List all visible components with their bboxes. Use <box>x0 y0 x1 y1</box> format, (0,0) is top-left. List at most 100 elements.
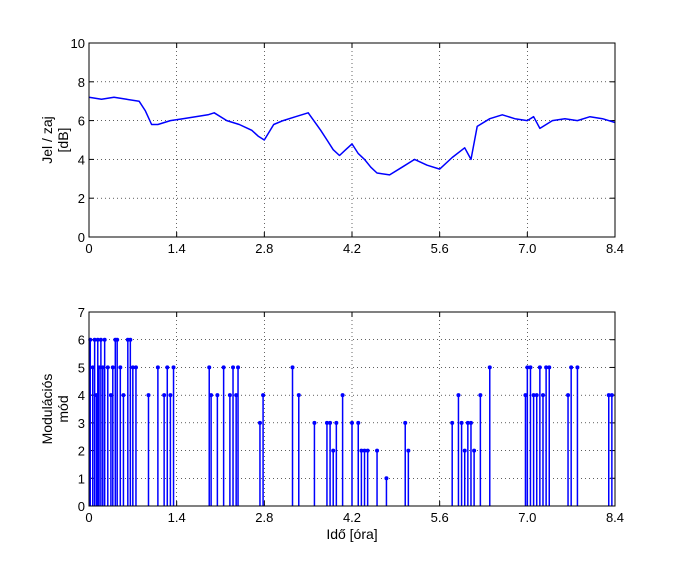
stem-marker <box>334 420 339 425</box>
stem-marker <box>606 393 611 398</box>
x-tick-label: 4.2 <box>343 510 361 525</box>
x-tick-label: 0 <box>85 241 92 256</box>
x-tick-label: 8.4 <box>606 510 624 525</box>
stem-marker <box>146 393 151 398</box>
x-tick-label: 1.4 <box>168 510 186 525</box>
stem-marker <box>227 393 232 398</box>
stem-marker <box>102 337 107 342</box>
x-axis-label: Idő [óra] <box>326 526 377 542</box>
stem-marker <box>257 420 262 425</box>
stem-marker <box>171 365 176 370</box>
stem-marker <box>575 365 580 370</box>
stem-marker <box>95 337 100 342</box>
y-tick-label: 0 <box>78 230 85 245</box>
stem-marker <box>312 420 317 425</box>
x-tick-label: 7.0 <box>518 510 536 525</box>
stem-marker <box>121 393 126 398</box>
plot-frame <box>88 42 616 238</box>
stem-marker <box>296 393 301 398</box>
stem-marker <box>569 365 574 370</box>
x-tick-label: 5.6 <box>431 241 449 256</box>
stem-marker <box>130 365 135 370</box>
stem-marker <box>384 476 389 481</box>
y-tick-label: 0 <box>78 499 85 514</box>
stem-marker <box>340 393 345 398</box>
y-tick-label: 5 <box>78 360 85 375</box>
y-tick-label: 2 <box>78 444 85 459</box>
stem-marker <box>609 393 614 398</box>
y-tick-label: 1 <box>78 471 85 486</box>
x-tick-label: 4.2 <box>343 241 361 256</box>
stem-marker <box>540 393 545 398</box>
stem-marker <box>528 365 533 370</box>
stem-marker <box>356 420 361 425</box>
stem-marker <box>525 365 530 370</box>
modulation-panel: 0 1.4 2.8 4.2 5.6 7.0 8.4 0 1 2 3 4 5 6 7 Modulációs mód… <box>39 305 624 542</box>
stem-marker <box>90 365 95 370</box>
stem-marker <box>128 337 133 342</box>
y-tick-label: 4 <box>78 152 85 167</box>
stem-marker <box>290 365 295 370</box>
stem-marker <box>544 365 549 370</box>
stem-marker <box>359 448 364 453</box>
x-tick-label: 7.0 <box>518 241 536 256</box>
snr-line <box>88 96 616 176</box>
stem-marker <box>207 365 212 370</box>
stem-marker <box>462 448 467 453</box>
stem-marker <box>215 393 220 398</box>
stem-marker <box>115 337 120 342</box>
x-tick-label: 2.8 <box>255 510 273 525</box>
y-tick-label: 2 <box>78 191 85 206</box>
stem-marker <box>534 393 539 398</box>
stem-marker <box>331 448 336 453</box>
y-tick-label: 10 <box>71 36 85 51</box>
stem-marker <box>155 365 160 370</box>
stem-marker <box>100 365 105 370</box>
y-tick-label: 4 <box>78 388 85 403</box>
y-axis-label: mód <box>55 395 71 422</box>
stem-marker <box>478 393 483 398</box>
stem-marker <box>165 365 170 370</box>
stem-marker <box>209 393 214 398</box>
y-tick-label: 3 <box>78 416 85 431</box>
stem-marker <box>350 420 354 425</box>
stem-marker <box>459 420 464 425</box>
x-tick-label: 5.6 <box>431 510 449 525</box>
snr-panel: 0 1.4 2.8 4.2 5.6 7.0 8.4 0 2 4 6 8 10 Jel / zaj [dB] <box>39 36 624 256</box>
stem-marker <box>456 393 461 398</box>
stem-marker <box>375 448 380 453</box>
stem-marker <box>110 365 115 370</box>
stem-marker <box>362 448 367 453</box>
stem-marker <box>566 393 571 398</box>
stem-marker <box>92 337 97 342</box>
y-axis-label: Modulációs <box>39 374 55 445</box>
y-axis-label: Jel / zaj <box>39 116 55 163</box>
stem-marker <box>523 393 528 398</box>
stem-marker <box>234 393 239 398</box>
stem-marker <box>365 448 370 453</box>
stem-marker <box>406 448 411 453</box>
stem-marker <box>468 420 473 425</box>
y-tick-label: 8 <box>78 75 85 90</box>
y-tick-label: 6 <box>78 333 85 348</box>
stem-marker <box>472 448 477 453</box>
stem-marker <box>98 337 103 342</box>
plot-frame <box>88 311 616 507</box>
stem-marker <box>324 420 329 425</box>
stem-marker <box>328 420 333 425</box>
stem-marker <box>108 393 113 398</box>
stem-marker <box>97 365 102 370</box>
stem-marker <box>221 365 226 370</box>
stem-marker <box>133 365 138 370</box>
stem-marker <box>118 365 123 370</box>
stem-marker <box>231 365 236 370</box>
stem-marker <box>168 393 173 398</box>
stem-marker <box>531 393 536 398</box>
stem-marker <box>261 393 266 398</box>
stem-marker <box>450 420 455 425</box>
x-tick-label: 8.4 <box>606 241 624 256</box>
x-tick-label: 2.8 <box>255 241 273 256</box>
y-axis-label: [dB] <box>55 128 71 153</box>
stem-marker <box>547 365 552 370</box>
